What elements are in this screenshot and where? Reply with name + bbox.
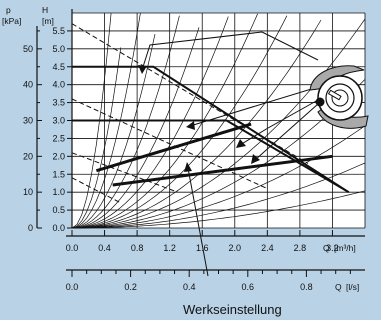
h-tick-label: 1.0 [52,187,65,197]
arrow-head [138,65,147,74]
p-tick-label: 50 [23,44,33,54]
ticks: 0.0 0.5 1.0 1.5 2.0 2.5 3.0 3.5 4.0 4.5 5.0 5.5 0 10 2… [23,26,351,292]
series-line-thick [95,122,252,173]
callout-line-right [239,99,319,146]
p-tick-label: 0 [28,223,33,233]
pump-dial-pointer [327,89,342,101]
system-curve [71,27,200,229]
system-curve [71,13,258,229]
p-tick-label: 40 [23,80,33,90]
system-curve [72,190,366,229]
arrow-head [184,162,192,172]
q-ls-axis-unit: [l/s] [346,282,359,292]
system-curve [71,13,141,229]
q-m3h-tick-label: 0.0 [66,243,79,253]
series-line-solid [72,119,350,194]
q-m3h-axis-symbol: Q [323,243,330,253]
q-ls-axis-symbol: Q [335,282,342,292]
arrow-head [236,139,246,148]
p-axis-symbol: p [6,5,11,15]
series-line-dashed [71,98,268,190]
series-line-dashed [71,177,122,204]
p-tick-label: 30 [23,116,33,126]
q-m3h-tick-label: 0.4 [98,243,111,253]
series-line-dashed [71,23,309,164]
series-line-dashed [71,152,178,193]
q-m3h-axis-unit: [m³/h] [334,243,356,253]
callout-line-mid [189,86,319,127]
pump-icon [309,65,369,129]
h-tick-label: 1.5 [52,169,65,179]
h-tick-label: 2.0 [52,151,65,161]
h-tick-label: 4.0 [52,80,65,90]
q-ls-tick-label: 0.4 [183,282,196,292]
q-m3h-tick-label: 2.4 [261,243,274,253]
system-curve [71,34,156,229]
h-tick-label: 4.5 [52,62,65,72]
q-m3h-tick-label: 2.0 [229,243,242,253]
q-ls-axis-label: Q [l/s] [335,282,359,292]
q-m3h-axis-label: Q [m³/h] [323,243,356,253]
arrow-head [186,121,195,130]
system-curve [72,162,366,229]
q-m3h-tick-label: 0.8 [131,243,144,253]
callout-line-top-right [261,31,319,61]
q-m3h-tick-label: 3.2 [326,243,339,253]
h-tick-label: 3.0 [52,116,65,126]
p-tick-label: 20 [23,151,33,161]
series-layer [71,23,350,204]
h-tick-label: 0.0 [52,223,65,233]
system-curve [71,13,112,229]
callout-line-lower [254,103,319,161]
series-line-solid [72,65,350,194]
factory-setting-label: Werkseinstellung [183,302,282,317]
q-m3h-tick-label: 1.6 [196,243,209,253]
h-tick-label: 5.5 [52,26,65,36]
series-line-thick [112,154,333,187]
q-ls-tick-label: 0.0 [66,282,79,292]
q-ls-tick-label: 0.6 [242,282,255,292]
h-axis-unit: [m] [42,16,54,26]
callout-line-default [187,167,209,277]
system-curve [72,79,366,229]
q-m3h-tick-label: 1.2 [163,243,176,253]
q-m3h-tick-label: 2.8 [294,243,307,253]
h-tick-label: 3.5 [52,98,65,108]
arrow-head [251,154,260,164]
callout-line-top [141,31,263,71]
system-curve [71,19,322,229]
q-ls-tick-label: 0.2 [124,282,137,292]
system-curve [71,47,122,229]
system-curve [71,16,229,229]
pump-dial-inner [331,89,349,107]
q-ls-tick-label: 0.8 [300,282,313,292]
pump-indicator-dot [315,97,325,107]
h-tick-label: 0.5 [52,205,65,215]
h-tick-label: 2.5 [52,133,65,143]
p-tick-label: 10 [23,187,33,197]
h-tick-label: 5.0 [52,44,65,54]
arrow-heads [138,65,260,172]
callout-arrows [141,31,319,277]
p-axis-unit: [kPa] [2,16,21,26]
system-curve [71,15,180,229]
h-axis-symbol: H [42,5,48,15]
